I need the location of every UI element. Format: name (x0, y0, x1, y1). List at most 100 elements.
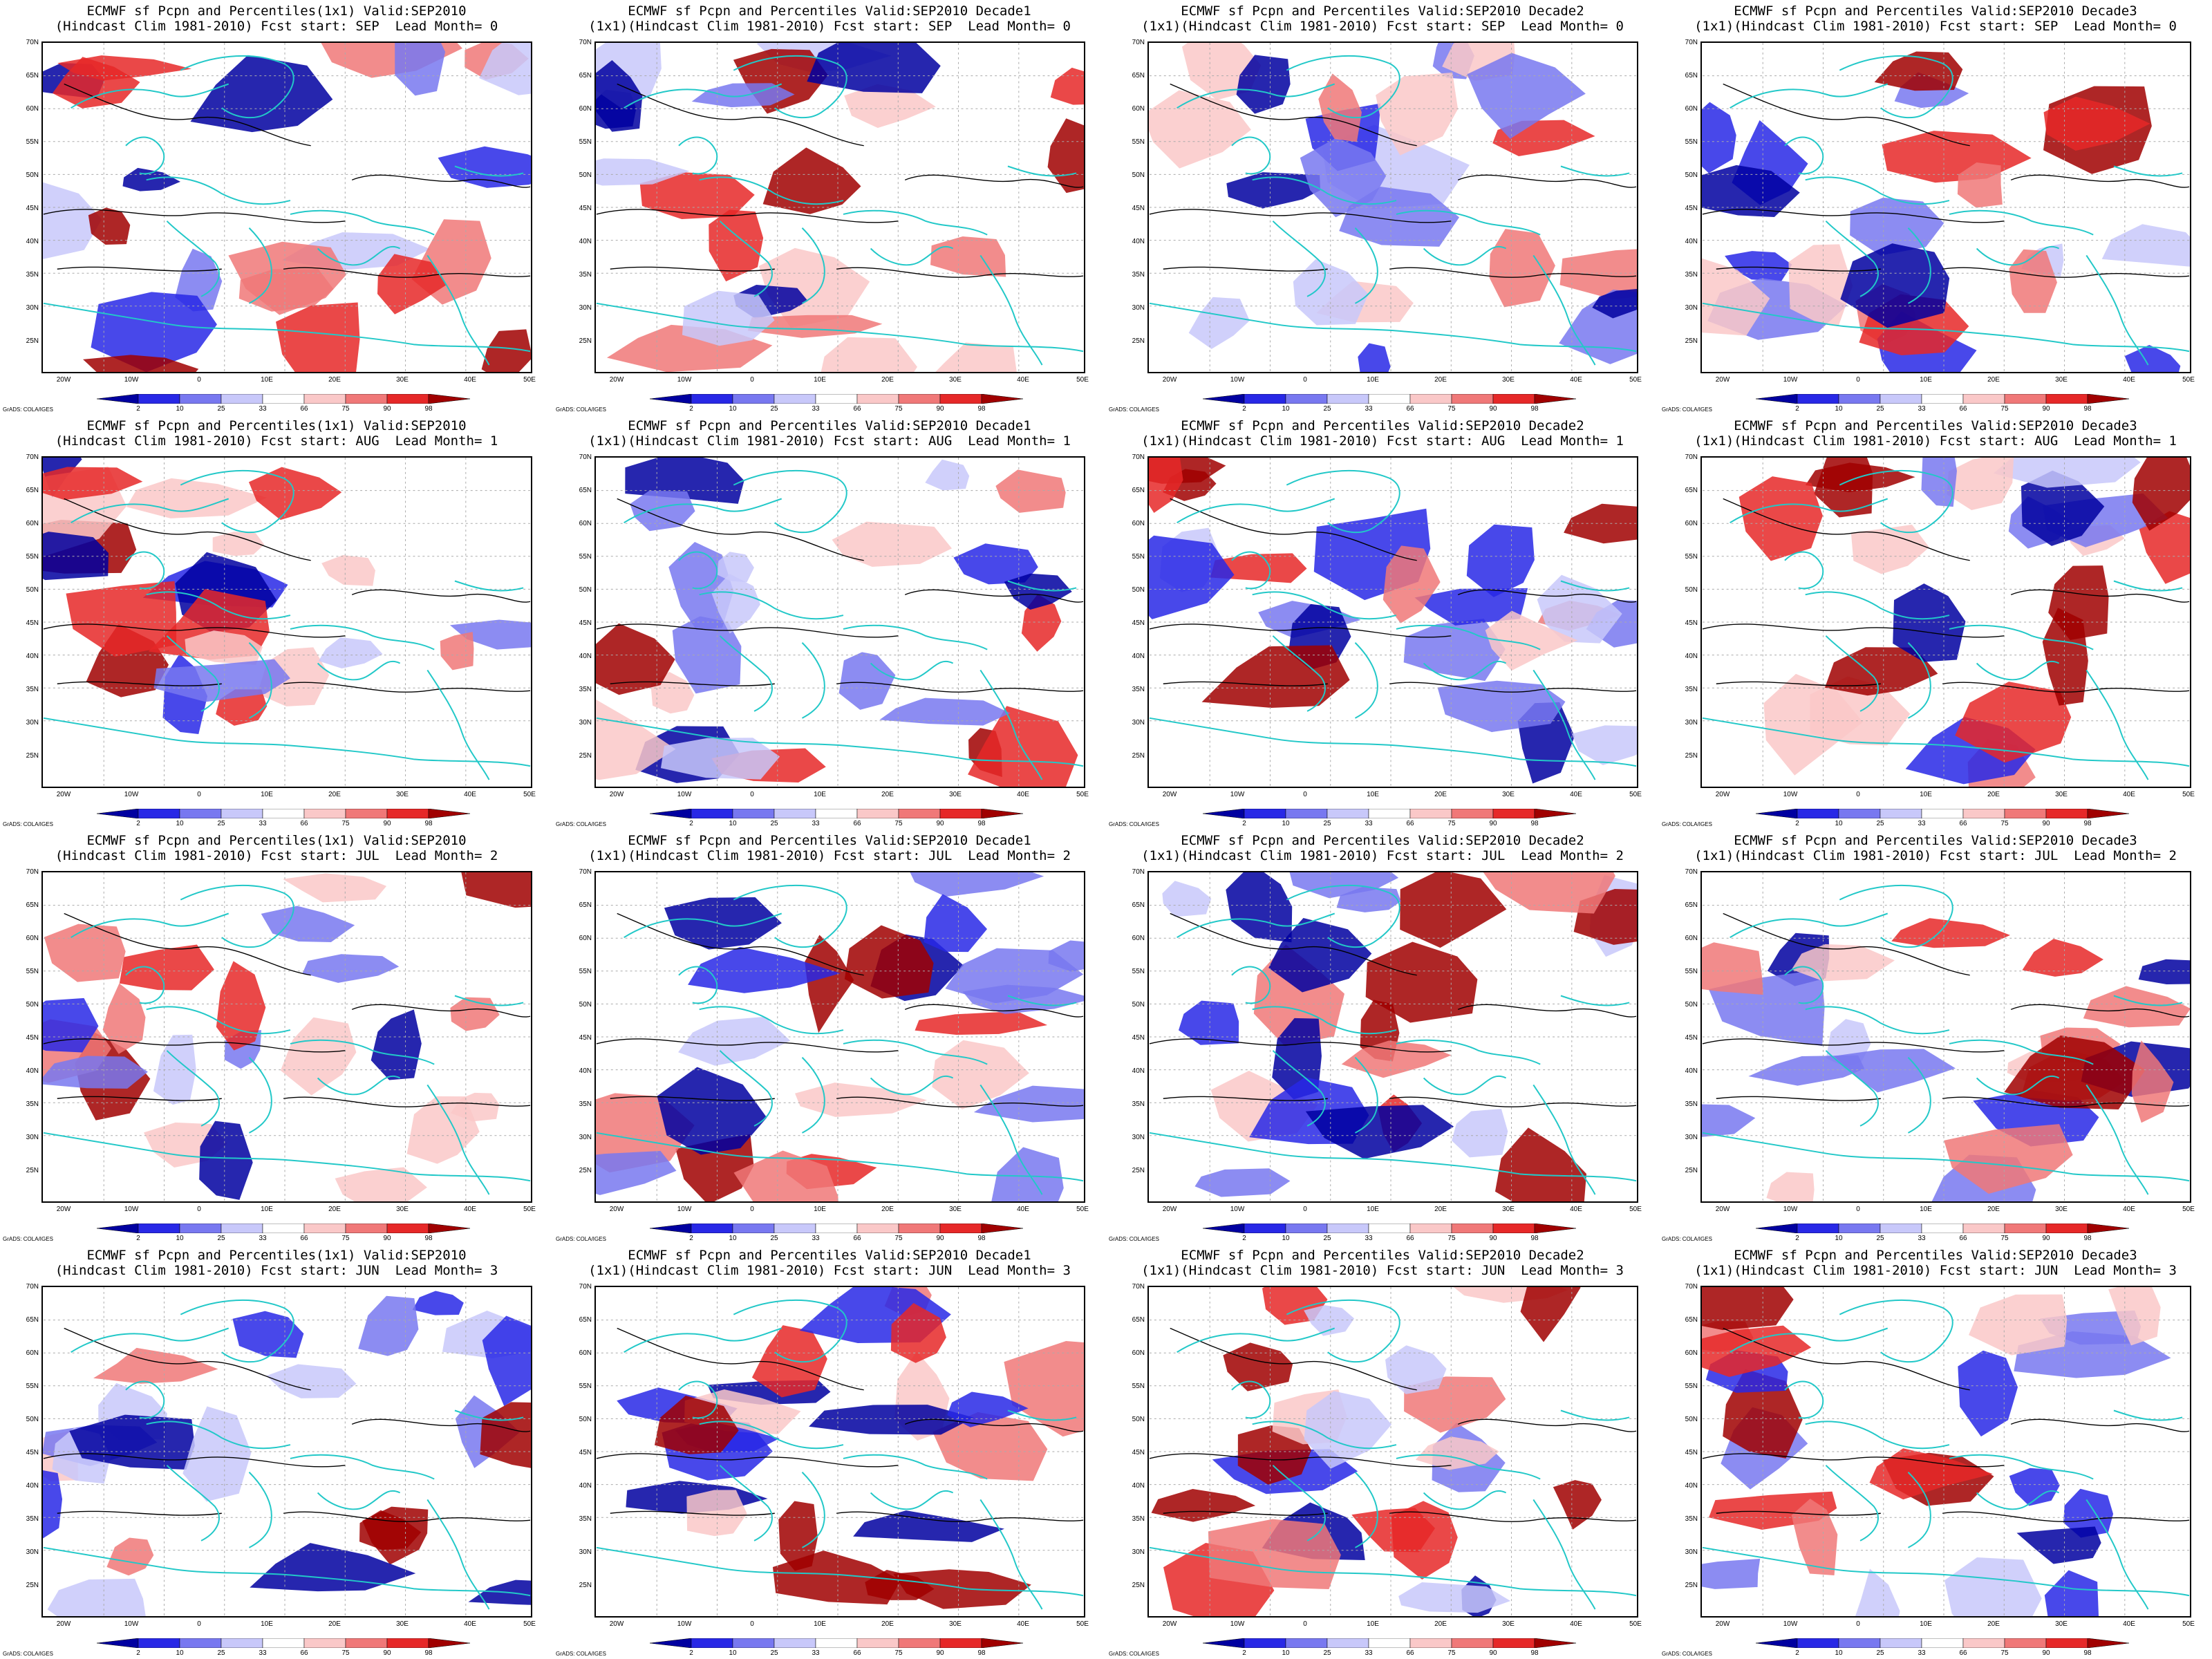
longitude-label: 10E (1920, 1206, 1932, 1213)
latitude-label: 70N (579, 453, 592, 461)
longitude-label: 40E (1570, 1206, 1582, 1213)
colorbar-segment (1244, 1224, 1286, 1233)
colorbar-segment (2087, 394, 2129, 404)
longitude-label: 40E (1017, 1620, 1029, 1628)
anomaly-shading (733, 1150, 838, 1201)
colorbar-segment (1492, 394, 1535, 404)
latitude-label: 55N (579, 1382, 592, 1390)
coastline (596, 1132, 1084, 1182)
colorbar-label: 25 (1323, 820, 1331, 827)
anomaly-shading (932, 1412, 1048, 1481)
colorbar-segment (1285, 1638, 1328, 1648)
coastline (180, 884, 294, 948)
climatology-contour (1389, 1096, 1637, 1107)
climatology-contour (610, 1096, 775, 1101)
colorbar-segment (1756, 1638, 1798, 1648)
colorbar-segment (1921, 1224, 1964, 1233)
anomaly-shading (935, 342, 1017, 372)
latitude-label: 65N (1132, 901, 1145, 909)
coastline (1286, 469, 1400, 534)
coastline (125, 136, 165, 175)
anomaly-shading (1414, 588, 1528, 626)
anomaly-shading (1702, 165, 1800, 217)
panel-title-line2: (1x1)(Hindcast Clim 1981-2010) Fcst star… (1694, 19, 2177, 34)
latitude-label: 50N (579, 1001, 592, 1009)
anomaly-shading (1194, 1168, 1291, 1197)
anomaly-shading (2004, 1035, 2146, 1110)
longitude-label: 50E (2182, 1620, 2195, 1628)
latitude-label: 65N (26, 1316, 39, 1324)
climatology-contour (617, 498, 864, 561)
colorbar-label: 2 (136, 1649, 140, 1657)
latitude-label: 30N (1132, 1548, 1145, 1556)
colorbar-segment (1880, 809, 1922, 818)
grads-credit: GrADS: COLA/IGES (1109, 1236, 1159, 1242)
latitude-label: 40N (1685, 238, 1698, 245)
colorbar-segment (386, 394, 429, 404)
latitude-label: 50N (26, 171, 39, 179)
panel-title-line2: (Hindcast Clim 1981-2010) Fcst start: SE… (55, 19, 498, 34)
coastline (719, 221, 773, 297)
longitude-label: 50E (1076, 791, 1089, 798)
longitude-label: 40E (1017, 1206, 1029, 1213)
colorbar-segment (650, 809, 692, 818)
latitude-label: 35N (26, 686, 39, 693)
longitude-label: 40E (1017, 791, 1029, 798)
climatology-contour (1389, 682, 1637, 693)
colorbar-label: 66 (1406, 820, 1414, 827)
longitude-label: 40E (464, 1206, 476, 1213)
climatology-contour (596, 1453, 899, 1468)
colorbar-label: 66 (853, 820, 861, 827)
latitude-label: 65N (579, 72, 592, 79)
colorbar-segment (345, 394, 388, 404)
colorbar (97, 394, 470, 404)
colorbar-label: 10 (1282, 820, 1290, 827)
anomaly-shading (43, 467, 143, 500)
anomaly-shading (1955, 682, 2072, 763)
latitude-label: 60N (26, 1349, 39, 1357)
latitude-label: 45N (579, 205, 592, 212)
colorbar-label: 75 (894, 1649, 903, 1657)
colorbar-label: 25 (1323, 405, 1331, 413)
coastline (1949, 1454, 2094, 1480)
colorbar-segment (2045, 1224, 2088, 1233)
latitude-label: 45N (1132, 619, 1145, 627)
latitude-label: 40N (1132, 238, 1145, 245)
colorbar (650, 394, 1023, 404)
colorbar-segment (221, 1638, 263, 1648)
colorbar-label: 90 (936, 405, 944, 413)
longitude-label: 20E (1434, 1620, 1447, 1628)
latitude-label: 40N (579, 1482, 592, 1490)
colorbar-label: 98 (424, 820, 433, 827)
longitude-label: 10W (1230, 376, 1245, 384)
climatology-contour (351, 1418, 531, 1432)
anomaly-shading (1223, 1342, 1293, 1391)
latitude-label: 40N (1132, 653, 1145, 660)
climatology-contour (617, 1327, 864, 1391)
coastline (1354, 1057, 1378, 1134)
anomaly-shading (772, 1550, 901, 1605)
latitude-label: 40N (1685, 1067, 1698, 1075)
longitude-label: 30E (2055, 791, 2068, 798)
latitude-label: 25N (579, 1582, 592, 1589)
colorbar-segment (856, 394, 899, 404)
anomaly-shading (1437, 680, 1566, 733)
latitude-label: 35N (579, 1100, 592, 1108)
anomaly-shading (1188, 297, 1250, 349)
latitude-label: 25N (26, 1167, 39, 1174)
anomaly-shading (1336, 886, 1401, 912)
latitude-label: 40N (579, 1067, 592, 1075)
colorbar (1756, 394, 2129, 404)
longitude-label: 20W (609, 1206, 624, 1213)
anomaly-shading (450, 997, 500, 1031)
latitude-label: 70N (579, 1283, 592, 1291)
latitude-label: 70N (1132, 39, 1145, 46)
anomaly-shading (216, 961, 266, 1051)
colorbar-label: 98 (1530, 405, 1539, 413)
latitude-label: 50N (579, 586, 592, 594)
anomaly-shading (1376, 73, 1459, 156)
anomaly-shading (1791, 1499, 1838, 1575)
climatology-contour (43, 1453, 346, 1468)
climatology-contour (836, 267, 1084, 278)
precip-percentile-map (41, 456, 532, 788)
